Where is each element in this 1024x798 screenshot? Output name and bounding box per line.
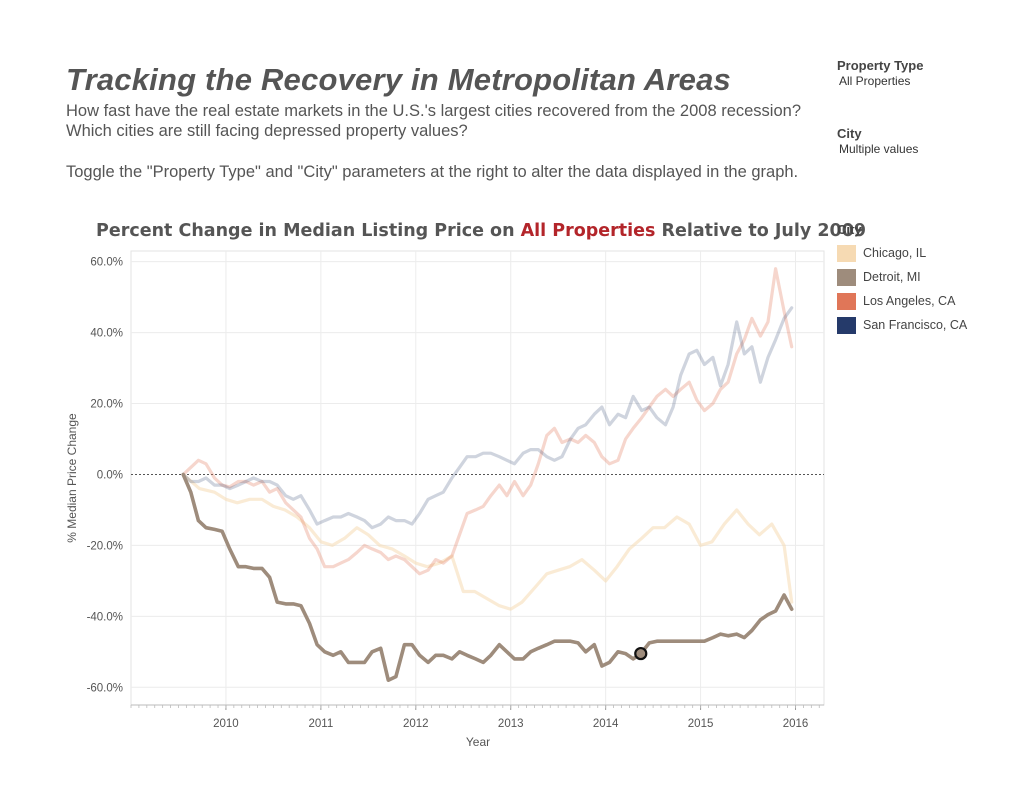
y-tick-label: -40.0% <box>87 611 123 623</box>
y-tick-label: -60.0% <box>87 682 123 694</box>
axis-layer: 60.0% 40.0% 20.0% 0.0% -20.0% -40.0% -60.0% 201… <box>87 257 824 730</box>
y-tick-label: 20.0% <box>90 399 123 411</box>
property-type-label: Property Type <box>837 58 924 73</box>
legend-title: City <box>837 222 862 237</box>
mark-layer <box>634 646 648 661</box>
legend-item-chicago[interactable]: Chicago, IL <box>837 241 967 265</box>
property-type-value[interactable]: All Properties <box>839 74 911 88</box>
legend-item-detroit[interactable]: Detroit, MI <box>837 265 967 289</box>
x-tick-label: 2016 <box>783 718 809 730</box>
legend-swatch-san-francisco <box>837 316 856 334</box>
highlighted-data-point <box>634 646 648 661</box>
page-title: Tracking the Recovery in Metropolitan Ar… <box>66 62 731 97</box>
city-parameter[interactable]: City Multiple values <box>837 126 918 156</box>
grid-layer <box>130 250 825 706</box>
legend-swatch-los-angeles <box>837 292 856 310</box>
legend-swatch-detroit <box>837 268 856 286</box>
legend-label-chicago: Chicago, IL <box>863 246 927 260</box>
city-parameter-label: City <box>837 126 862 141</box>
series-layer <box>181 267 794 682</box>
y-axis-label: % Median Price Change <box>65 413 79 543</box>
y-tick-label: -20.0% <box>87 540 123 552</box>
x-tick-label: 2014 <box>593 718 619 730</box>
y-tick-label: 40.0% <box>90 328 123 340</box>
city-legend: City Chicago, IL Detroit, MI Los Angeles… <box>837 222 967 337</box>
series-line-los-angeles-ca <box>181 267 794 576</box>
legend-item-los-angeles[interactable]: Los Angeles, CA <box>837 289 967 313</box>
x-tick-label: 2012 <box>403 718 429 730</box>
x-tick-label: 2010 <box>213 718 239 730</box>
y-tick-label: 0.0% <box>97 469 123 481</box>
series-line-chicago-il <box>181 472 794 611</box>
chart-title: Percent Change in Median Listing Price o… <box>96 221 866 241</box>
city-parameter-value[interactable]: Multiple values <box>839 142 919 156</box>
x-tick-label: 2013 <box>498 718 524 730</box>
chart-title-highlight: All Properties <box>520 221 656 241</box>
page-instructions: Toggle the "Property Type" and "City" pa… <box>66 163 799 181</box>
series-line-san-francisco-ca <box>181 306 794 530</box>
x-tick-label: 2015 <box>688 718 714 730</box>
property-type-parameter[interactable]: Property Type All Properties <box>837 58 923 88</box>
legend-label-san-francisco: San Francisco, CA <box>863 318 968 332</box>
y-tick-label: 60.0% <box>90 257 123 269</box>
plot-frame <box>130 250 825 706</box>
legend-label-los-angeles: Los Angeles, CA <box>863 294 956 308</box>
page-description: How fast have the real estate markets in… <box>66 102 801 140</box>
chart-title-prefix: Percent Change in Median Listing Price o… <box>96 221 521 241</box>
legend-label-detroit: Detroit, MI <box>863 270 921 284</box>
x-axis-label: Year <box>466 735 490 749</box>
chart-title-suffix: Relative to July 2009 <box>655 221 867 241</box>
x-tick-label: 2011 <box>308 718 333 730</box>
legend-swatch-chicago <box>837 244 856 262</box>
legend-item-san-francisco[interactable]: San Francisco, CA <box>837 313 967 337</box>
series-line-detroit-mi <box>181 472 794 682</box>
